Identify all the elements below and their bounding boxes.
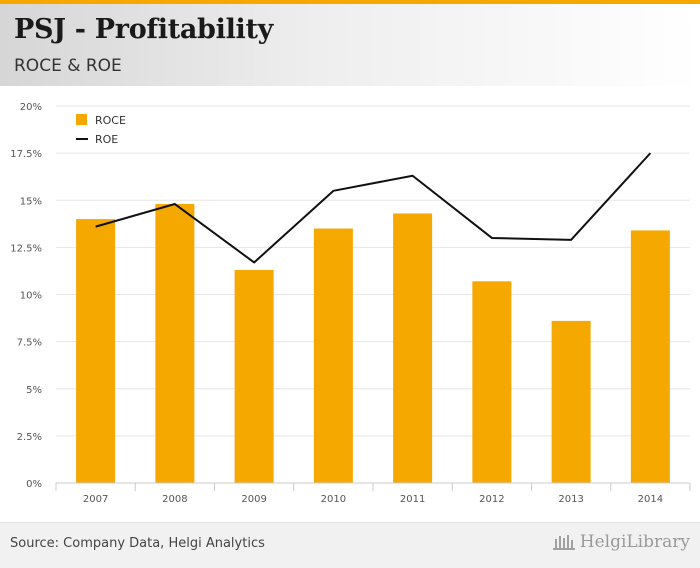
gridlines bbox=[56, 105, 690, 437]
x-tick-label: 2012 bbox=[479, 494, 504, 505]
y-axis: 0% 2.5% 5% 7.5% 10% 12.5% 15% 17.5% 20% bbox=[10, 102, 42, 490]
x-tick-label: 2007 bbox=[83, 494, 108, 505]
roe-line-group bbox=[95, 152, 652, 264]
library-building-icon bbox=[552, 535, 575, 550]
plot-area: 0% 2.5% 5% 7.5% 10% 12.5% 15% 17.5% 20% 2007 2008… bbox=[0, 86, 700, 520]
helgi-library-logo[interactable]: HelgiLibrary bbox=[552, 532, 690, 552]
y-tick-label: 20% bbox=[20, 102, 42, 113]
roce-bar[interactable] bbox=[472, 281, 512, 483]
y-tick-label: 17.5% bbox=[10, 149, 42, 160]
roce-bar[interactable] bbox=[551, 320, 591, 483]
chart-header: PSJ - Profitability ROCE & ROE bbox=[0, 4, 700, 86]
roce-bar[interactable] bbox=[76, 219, 116, 483]
source-note: Source: Company Data, Helgi Analytics bbox=[10, 536, 265, 551]
x-tick-label: 2008 bbox=[162, 494, 187, 505]
y-tick-label: 0% bbox=[26, 479, 42, 490]
roce-bar[interactable] bbox=[393, 213, 433, 483]
top-accent-bar bbox=[0, 0, 700, 4]
legend-roce-label: ROCE bbox=[95, 114, 126, 127]
legend-roce-swatch bbox=[76, 114, 87, 125]
x-tick-label: 2009 bbox=[241, 494, 266, 505]
x-axis: 2007 2008 2009 2010 2011 2012 2013 2014 bbox=[55, 482, 691, 505]
roce-bar[interactable] bbox=[234, 269, 274, 483]
y-tick-label: 7.5% bbox=[17, 338, 42, 349]
x-tick-label: 2011 bbox=[400, 494, 425, 505]
y-tick-label: 12.5% bbox=[10, 243, 42, 254]
chart-subtitle: ROCE & ROE bbox=[14, 56, 122, 76]
x-tick-label: 2010 bbox=[321, 494, 346, 505]
legend-roe-label: ROE bbox=[95, 133, 118, 146]
y-tick-label: 2.5% bbox=[17, 432, 42, 443]
roce-bars bbox=[76, 204, 670, 483]
y-tick-label: 15% bbox=[20, 196, 42, 207]
y-tick-label: 10% bbox=[20, 291, 42, 302]
chart-svg: 0% 2.5% 5% 7.5% 10% 12.5% 15% 17.5% 20% 2007 2008… bbox=[10, 102, 691, 505]
footer: Source: Company Data, Helgi Analytics He… bbox=[0, 523, 700, 568]
logo-text: HelgiLibrary bbox=[579, 532, 690, 552]
footer-divider bbox=[0, 522, 700, 523]
x-tick-label: 2013 bbox=[558, 494, 583, 505]
roce-bar[interactable] bbox=[313, 228, 353, 483]
legend: ROCE ROE bbox=[76, 114, 126, 146]
y-tick-label: 5% bbox=[26, 385, 42, 396]
roce-bar[interactable] bbox=[155, 204, 195, 483]
x-tick-label: 2014 bbox=[638, 494, 663, 505]
chart-title: PSJ - Profitability bbox=[14, 14, 274, 45]
roe-line[interactable] bbox=[95, 152, 652, 264]
roce-bar[interactable] bbox=[630, 230, 670, 483]
